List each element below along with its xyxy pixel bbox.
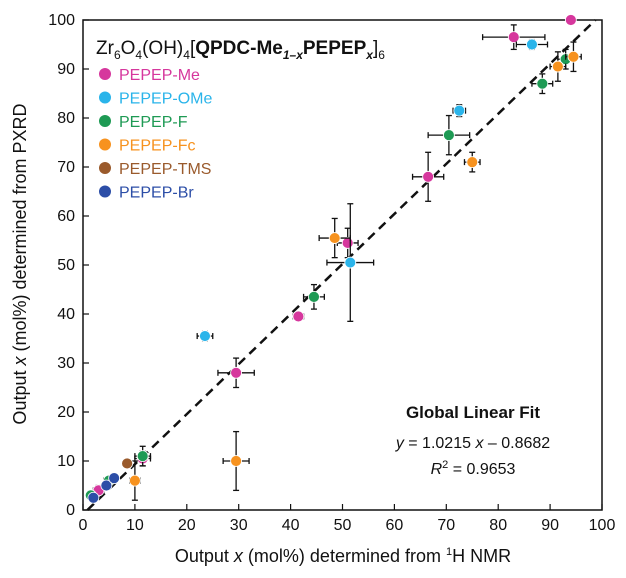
data-point — [328, 232, 341, 244]
series-pepep-ome — [196, 38, 549, 342]
data-point — [230, 455, 243, 467]
y-tick-label: 0 — [66, 502, 75, 519]
y-tick-label: 60 — [57, 208, 75, 225]
x-tick-label: 0 — [79, 517, 88, 534]
legend-label: PEPEP-Br — [119, 185, 194, 202]
fit-title: Global Linear Fit — [406, 403, 540, 422]
legend-marker — [99, 162, 111, 174]
x-tick-label: 20 — [178, 517, 196, 534]
legend-label: PEPEP-Me — [119, 67, 200, 84]
data-point — [108, 472, 121, 485]
data-point — [344, 256, 357, 269]
legend-marker — [99, 185, 111, 198]
legend-marker — [99, 68, 111, 80]
data-point — [526, 38, 538, 51]
legend-label: PEPEP-F — [119, 114, 188, 131]
y-tick-label: 90 — [57, 61, 75, 78]
data-point — [551, 60, 564, 73]
data-point — [536, 77, 549, 90]
legend-label: PEPEP-TMS — [119, 161, 211, 178]
legend-marker — [99, 138, 111, 151]
data-points — [84, 14, 582, 504]
y-tick-label: 10 — [57, 453, 75, 470]
data-point — [567, 50, 580, 63]
data-point — [128, 474, 141, 487]
legend-marker — [99, 115, 111, 127]
legend: PEPEP-Me PEPEP-OMe PEPEP-F PEPEP-Fc PEPEP-TM… — [99, 67, 212, 202]
data-point — [422, 170, 435, 183]
data-point — [100, 479, 113, 492]
x-tick-label: 70 — [437, 517, 455, 534]
x-tick-label: 10 — [126, 517, 144, 534]
legend-label: PEPEP-OMe — [119, 91, 212, 108]
y-tick-label: 70 — [57, 159, 75, 176]
series-pepep-fc — [128, 41, 582, 501]
series-pepep-tms — [121, 457, 134, 470]
x-tick-label: 80 — [489, 517, 507, 534]
x-tick-label: 30 — [230, 517, 248, 534]
y-tick-label: 30 — [57, 355, 75, 372]
data-point — [442, 129, 455, 142]
fit-equation: y = 1.0215 x – 0.8682 — [395, 435, 550, 452]
x-tick-label: 100 — [589, 517, 616, 534]
x-tick-label: 50 — [334, 517, 352, 534]
data-point — [199, 330, 211, 342]
data-point — [292, 310, 305, 323]
y-tick-label: 80 — [57, 110, 75, 127]
data-point — [87, 491, 100, 504]
data-point — [136, 450, 149, 463]
legend-marker — [99, 91, 111, 104]
y-tick-label: 20 — [57, 404, 75, 421]
data-point — [507, 31, 520, 44]
y-axis-ticks: 0 10 20 30 40 50 60 70 80 90 100 — [48, 12, 89, 519]
data-point — [230, 366, 243, 379]
data-point — [308, 290, 320, 303]
data-point — [466, 156, 479, 169]
x-axis-label: Output x (mol%) determined from 1H NMR — [175, 546, 511, 566]
x-tick-label: 90 — [541, 517, 559, 534]
y-axis-label: Output x (mol%) determined from PXRD — [10, 103, 30, 424]
y-tick-label: 100 — [48, 12, 75, 29]
y-tick-label: 40 — [57, 306, 75, 323]
x-tick-label: 40 — [282, 517, 300, 534]
data-point — [341, 237, 354, 249]
series-pepep-br — [87, 472, 121, 504]
x-axis-ticks: 0 10 20 30 40 50 60 70 80 90 100 — [79, 504, 616, 534]
fit-r-squared: R2 = 0.9653 — [431, 459, 516, 478]
data-point — [564, 14, 577, 26]
y-tick-label: 50 — [57, 257, 75, 274]
linear-fit-line — [86, 19, 597, 511]
x-tick-label: 60 — [386, 517, 404, 534]
chart-title: Zr6O4(OH)4[QPDC-Me1–xPEPEPx]6 — [96, 38, 385, 62]
data-point — [121, 457, 134, 470]
legend-label: PEPEP-Fc — [119, 138, 195, 155]
data-point — [453, 104, 466, 117]
